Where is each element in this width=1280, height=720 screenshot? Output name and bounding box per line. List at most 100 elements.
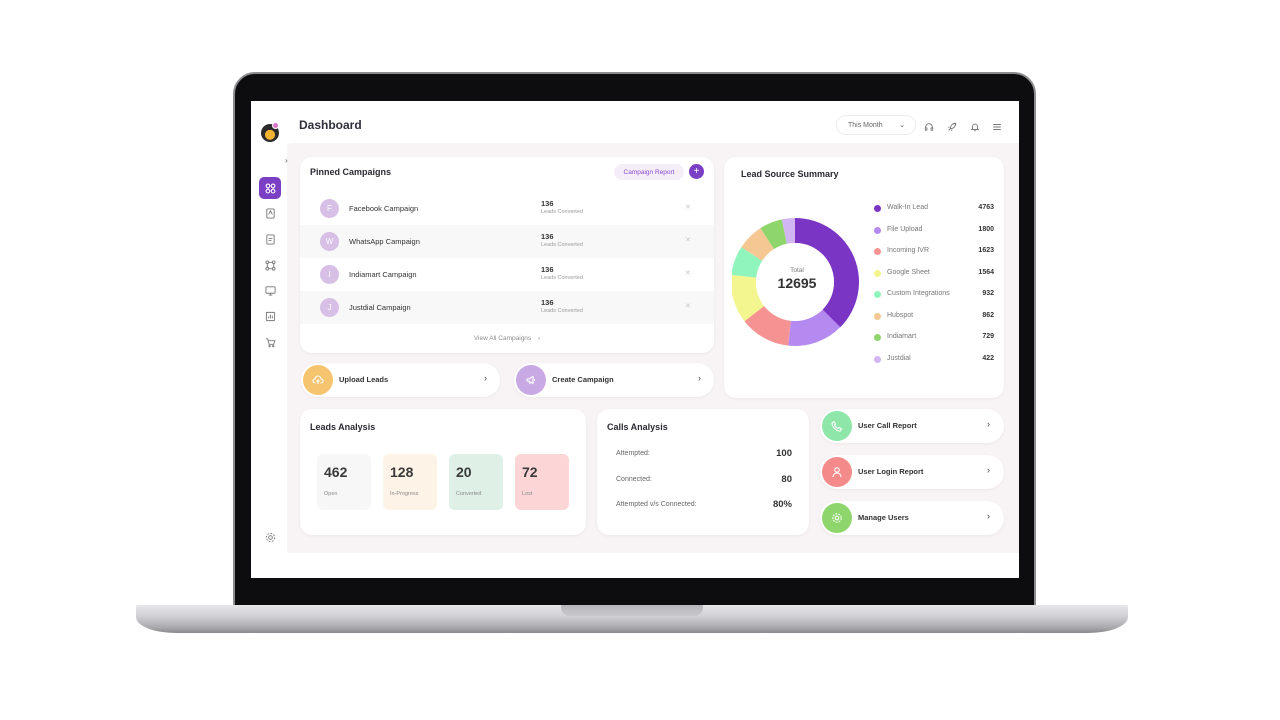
donut-slice-hubspot[interactable] — [741, 228, 774, 261]
rocket-icon[interactable] — [947, 119, 959, 131]
phone-icon — [822, 411, 852, 441]
call-stat-row: Attempted: 100 — [616, 448, 792, 462]
campaign-count: 136 — [541, 265, 554, 274]
campaign-row[interactable]: W WhatsApp Campaign 136 Leads Converted … — [300, 225, 714, 258]
donut-slice-google-sheet[interactable] — [732, 274, 765, 322]
chevron-right-icon: › — [987, 419, 990, 429]
call-stat-label: Connected: — [616, 476, 652, 483]
donut-slice-indiamart[interactable] — [760, 219, 787, 250]
period-select-value: This Month — [848, 121, 883, 129]
manage-users-label: Manage Users — [858, 513, 909, 522]
stat-in-progress-tile[interactable]: 128 In-Progress — [383, 454, 437, 510]
close-icon[interactable]: ✕ — [685, 237, 691, 244]
stat-lost-tile[interactable]: 72 Lost — [515, 454, 569, 510]
legend-value: 1800 — [978, 225, 994, 233]
call-stat-row: Attempted v/s Connected: 80% — [616, 499, 792, 513]
contact-book-icon[interactable] — [259, 202, 281, 224]
campaign-row[interactable]: F Facebook Campaign 136 Leads Converted … — [300, 192, 714, 225]
sidebar-expand-icon[interactable]: › — [285, 156, 288, 165]
campaign-avatar: I — [320, 265, 339, 284]
gear-icon — [822, 503, 852, 533]
legend-label: Incoming IVR — [887, 247, 930, 254]
legend-value: 729 — [982, 333, 994, 340]
campaign-row[interactable]: I Indiamart Campaign 136 Leads Converted… — [300, 258, 714, 291]
user-login-report-button[interactable]: User Login Report › — [820, 455, 1004, 489]
menu-icon[interactable] — [992, 119, 1004, 131]
cart-icon[interactable] — [259, 331, 281, 353]
campaign-avatar: J — [320, 298, 339, 317]
legend-item: File Upload 1800 — [874, 226, 994, 236]
legend-color-swatch — [874, 355, 881, 363]
close-icon[interactable]: ✕ — [685, 270, 691, 277]
campaign-count-label: Leads Converted — [541, 275, 583, 281]
legend-value: 422 — [982, 354, 994, 362]
lead-source-card: Lead Source Summary Total 12695 Walk-In … — [724, 157, 1004, 398]
report-icon[interactable] — [259, 305, 281, 327]
stat-converted-tile[interactable]: 20 Converted — [449, 454, 503, 510]
leads-analysis-card: Leads Analysis 462 Open 128 In-Progress … — [300, 409, 586, 535]
laptop-screen: › Dashboard This Month ⌄ Pinned Campaign… — [251, 101, 1019, 578]
upload-leads-label: Upload Leads — [339, 375, 389, 384]
legend-label: Custom Integrations — [887, 290, 950, 297]
donut-total-value: 12695 — [777, 275, 817, 291]
create-campaign-button[interactable]: Create Campaign › — [514, 363, 714, 397]
user-call-report-label: User Call Report — [858, 421, 917, 430]
campaign-name: Justdial Campaign — [349, 303, 411, 312]
donut-slice-file-upload[interactable] — [788, 309, 841, 346]
legend-value: 932 — [982, 290, 994, 297]
legend-item: Google Sheet 1564 — [874, 269, 994, 279]
cloud-upload-icon — [303, 365, 333, 395]
donut-slice-custom-integrations[interactable] — [732, 247, 763, 278]
legend-label: Walk-In Lead — [887, 204, 928, 211]
legend-color-swatch — [874, 205, 881, 212]
pinned-campaigns-title: Pinned Campaigns — [310, 167, 392, 177]
donut-slice-incoming-ivr[interactable] — [744, 305, 791, 346]
user-login-report-label: User Login Report — [858, 467, 924, 476]
campaign-count-label: Leads Converted — [541, 209, 583, 215]
period-select[interactable]: This Month ⌄ — [836, 115, 916, 135]
campaign-name: Facebook Campaign — [349, 204, 419, 213]
monitor-icon[interactable] — [259, 279, 281, 301]
chevron-down-icon: ⌄ — [899, 122, 905, 129]
chevron-right-icon: › — [537, 335, 541, 342]
campaign-report-button[interactable]: Campaign Report — [614, 164, 684, 180]
headset-icon[interactable] — [924, 119, 936, 131]
close-icon[interactable]: ✕ — [685, 303, 691, 310]
manage-users-button[interactable]: Manage Users › — [820, 501, 1004, 535]
chevron-right-icon: › — [698, 373, 701, 383]
bell-icon[interactable] — [970, 119, 982, 132]
close-icon[interactable]: ✕ — [685, 204, 691, 211]
view-all-label: View All Campaigns — [473, 335, 532, 342]
donut-slice-justdial[interactable] — [781, 218, 795, 244]
notification-dot — [272, 122, 279, 129]
legend-color-swatch — [874, 226, 881, 234]
user-icon — [822, 457, 852, 487]
stat-label: Converted — [456, 491, 482, 497]
campaign-count: 136 — [541, 298, 554, 307]
stat-open-tile[interactable]: 462 Open — [317, 454, 371, 510]
legend-label: File Upload — [887, 225, 923, 233]
campaign-name: Indiamart Campaign — [349, 270, 417, 279]
grid-icon[interactable] — [259, 177, 281, 199]
campaign-avatar: W — [320, 232, 339, 251]
upload-leads-button[interactable]: Upload Leads › — [301, 363, 500, 397]
legend-item: Hubspot 862 — [874, 312, 994, 322]
stat-label: Open — [324, 491, 338, 497]
legend-item: Indiamart 729 — [874, 333, 994, 343]
campaign-name: WhatsApp Campaign — [349, 237, 420, 246]
legend-value: 862 — [982, 311, 994, 319]
view-all-campaigns-link[interactable]: View All Campaigns › — [300, 335, 714, 342]
legend-item: Custom Integrations 932 — [874, 290, 994, 300]
call-stat-row: Connected: 80 — [616, 474, 792, 488]
flow-icon[interactable] — [259, 254, 281, 276]
legend-label: Indiamart — [887, 333, 917, 340]
document-icon[interactable] — [259, 228, 281, 250]
chevron-right-icon: › — [987, 465, 990, 475]
call-stat-value: 80 — [781, 474, 792, 485]
donut-hole — [756, 243, 834, 321]
user-call-report-button[interactable]: User Call Report › — [820, 409, 1004, 443]
settings-icon[interactable] — [259, 526, 281, 548]
campaign-row[interactable]: J Justdial Campaign 136 Leads Converted … — [300, 291, 714, 324]
add-campaign-button[interactable]: + — [689, 164, 704, 179]
donut-slice-walk-in-lead[interactable] — [795, 218, 859, 328]
